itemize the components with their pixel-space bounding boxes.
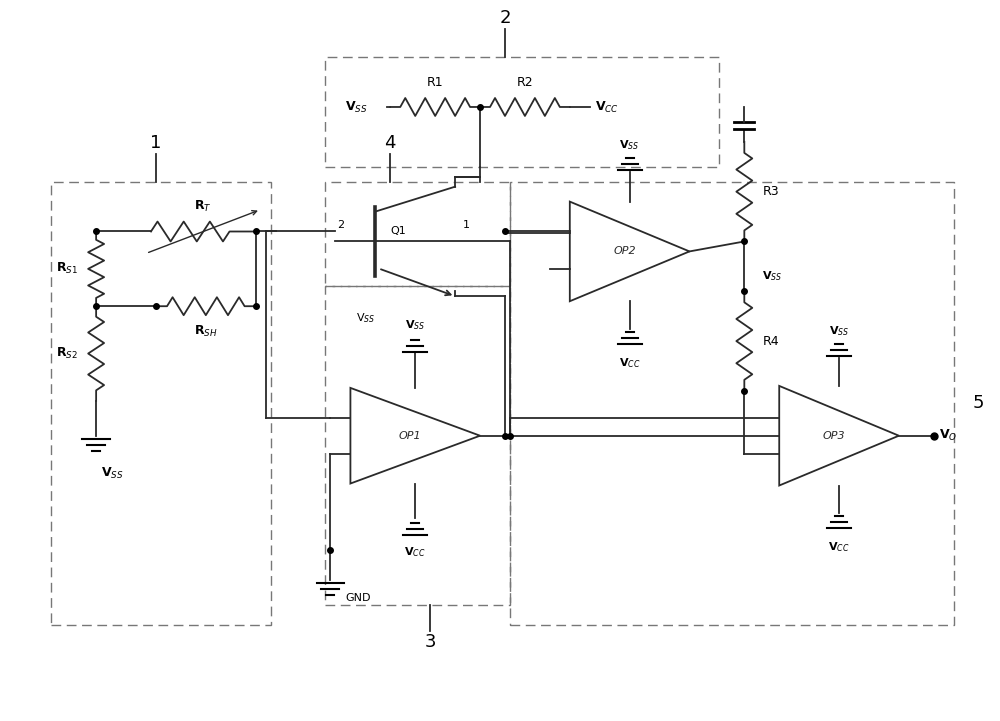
Text: V$_{SS}$: V$_{SS}$ — [762, 270, 783, 283]
Text: V$_O$: V$_O$ — [939, 428, 957, 443]
Text: 1: 1 — [463, 219, 470, 229]
Text: R3: R3 — [762, 185, 779, 198]
Text: GND: GND — [345, 593, 371, 603]
Text: V$_{SS}$: V$_{SS}$ — [405, 318, 425, 332]
Text: V$_{CC}$: V$_{CC}$ — [595, 99, 619, 115]
Text: R1: R1 — [427, 76, 443, 89]
Bar — [510, 182, 954, 625]
Text: R$_T$: R$_T$ — [194, 198, 212, 213]
Text: 5: 5 — [973, 394, 984, 412]
Text: V$_{SS}$: V$_{SS}$ — [345, 99, 368, 115]
Text: 3: 3 — [424, 633, 436, 651]
Text: V$_{SS}$: V$_{SS}$ — [356, 311, 375, 325]
Text: R4: R4 — [762, 335, 779, 348]
Text: R2: R2 — [517, 76, 533, 89]
Text: R$_{SH}$: R$_{SH}$ — [194, 324, 218, 340]
Text: V$_{SS}$: V$_{SS}$ — [101, 466, 124, 481]
Text: V$_{SS}$: V$_{SS}$ — [829, 324, 849, 338]
Text: Q1: Q1 — [390, 226, 406, 236]
Text: R$_{S1}$: R$_{S1}$ — [56, 261, 78, 276]
Text: V$_{CC}$: V$_{CC}$ — [619, 356, 640, 370]
Text: V$_{CC}$: V$_{CC}$ — [828, 540, 850, 554]
Text: OP1: OP1 — [399, 430, 422, 441]
Bar — [325, 286, 510, 605]
Text: 1: 1 — [150, 134, 162, 152]
Text: V$_{SS}$: V$_{SS}$ — [619, 138, 640, 152]
Bar — [325, 182, 510, 286]
Text: 2: 2 — [499, 9, 511, 27]
Text: R$_{S2}$: R$_{S2}$ — [56, 346, 78, 361]
Text: 4: 4 — [385, 134, 396, 152]
Text: 2: 2 — [337, 219, 344, 229]
Text: V$_{CC}$: V$_{CC}$ — [404, 545, 426, 559]
Bar — [51, 182, 271, 625]
Bar — [325, 57, 719, 167]
Text: OP2: OP2 — [613, 247, 636, 257]
Text: OP3: OP3 — [823, 430, 845, 441]
